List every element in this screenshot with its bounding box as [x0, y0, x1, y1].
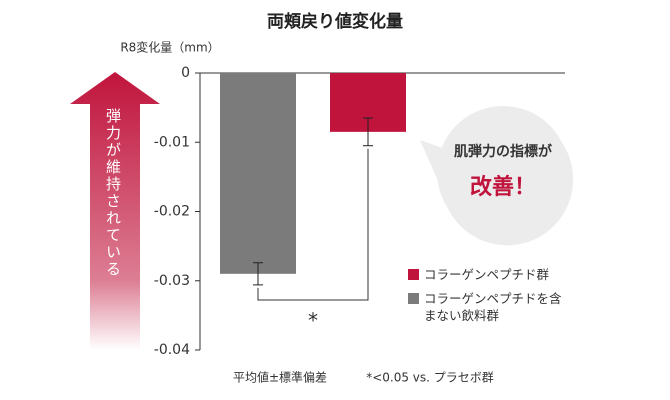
arrow [70, 72, 160, 350]
significance-bracket [257, 148, 369, 301]
chart-title: 両頬戻り値変化量 [267, 11, 403, 32]
callout-text: 改善！ [470, 174, 536, 200]
arrow-text: 弾力が維持されている [104, 108, 122, 278]
legend-label: コラーゲンペプチドを含まない飲料群 [424, 291, 562, 323]
y-tick-label: -0.03 [154, 273, 190, 289]
y-tick-label: 0 [181, 65, 190, 81]
callout-text: 肌弾力の指標が [454, 143, 553, 160]
y-tick-label: -0.02 [154, 204, 190, 220]
callout-bubble [437, 106, 569, 238]
significance-label: * [308, 309, 318, 333]
note: *<0.05 vs. プラセボ群 [366, 371, 494, 385]
legend-label: コラーゲンペプチド群 [424, 267, 550, 282]
y-tick-label: -0.04 [154, 342, 190, 358]
y-axis-label: R8変化量（mm） [120, 40, 219, 55]
legend-swatch [408, 269, 419, 280]
bar [220, 73, 296, 274]
note: 平均値±標準偏差 [233, 370, 327, 385]
legend-swatch [408, 293, 419, 304]
y-tick-label: -0.01 [154, 134, 190, 150]
